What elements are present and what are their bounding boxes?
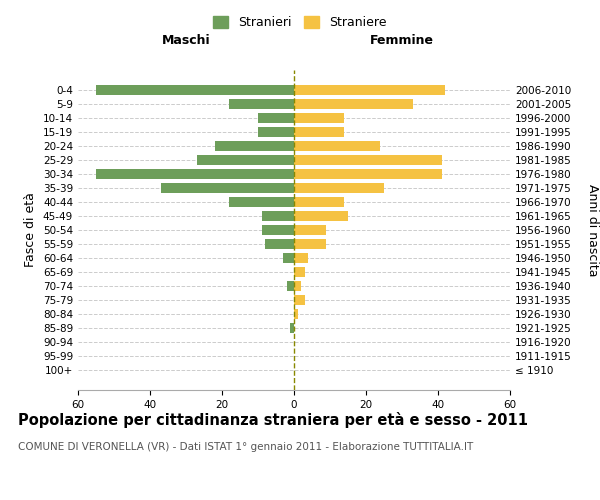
Bar (294, 294, 305, 306)
Bar (294, 308, 298, 320)
Bar (294, 98, 413, 110)
Bar (294, 154, 442, 166)
Bar (294, 182, 384, 194)
Bar (258, 126, 294, 138)
Bar (294, 252, 308, 264)
Bar (294, 140, 380, 151)
Bar (294, 224, 326, 235)
Bar (294, 266, 305, 278)
Bar (294, 210, 348, 222)
Bar (294, 196, 344, 207)
Y-axis label: Anni di nascita: Anni di nascita (586, 184, 599, 276)
Bar (294, 168, 442, 179)
Bar (294, 112, 344, 124)
Bar (287, 280, 294, 291)
Bar (262, 210, 294, 222)
Bar (258, 112, 294, 124)
Bar (294, 84, 445, 96)
Bar (294, 280, 301, 291)
Bar (215, 140, 294, 151)
Bar (290, 322, 294, 334)
Legend: Stranieri, Straniere: Stranieri, Straniere (208, 11, 392, 34)
Bar (229, 98, 294, 110)
Bar (265, 238, 294, 250)
Bar (294, 238, 326, 250)
Bar (96, 84, 294, 96)
Bar (283, 252, 294, 264)
Bar (294, 126, 344, 138)
Text: Femmine: Femmine (370, 34, 434, 48)
Bar (197, 154, 294, 166)
Bar (161, 182, 294, 194)
Text: COMUNE DI VERONELLA (VR) - Dati ISTAT 1° gennaio 2011 - Elaborazione TUTTITALIA.: COMUNE DI VERONELLA (VR) - Dati ISTAT 1°… (18, 442, 473, 452)
Bar (229, 196, 294, 207)
Bar (96, 168, 294, 179)
Bar (262, 224, 294, 235)
Y-axis label: Fasce di età: Fasce di età (25, 192, 37, 268)
Text: Maschi: Maschi (161, 34, 211, 48)
Text: Popolazione per cittadinanza straniera per età e sesso - 2011: Popolazione per cittadinanza straniera p… (18, 412, 528, 428)
